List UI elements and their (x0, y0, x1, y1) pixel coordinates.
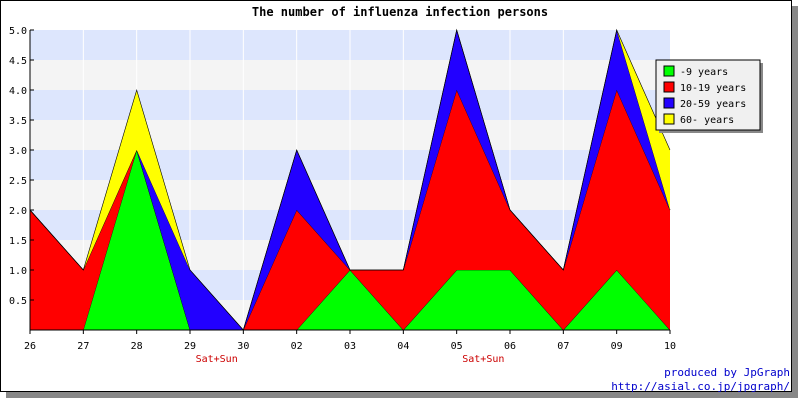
y-tick-label: 0.5 (9, 296, 27, 307)
legend-swatch (663, 65, 675, 77)
credit-line-2: http://asial.co.jp/jpgraph/ (611, 380, 790, 393)
y-tick-label: 3.0 (9, 146, 27, 157)
x-category-note: Sat+Sun (462, 354, 504, 365)
y-tick-label: 5.0 (9, 26, 27, 37)
x-tick-label: 10 (664, 341, 676, 352)
x-tick-label: 27 (77, 341, 89, 352)
x-tick-label: 02 (291, 341, 303, 352)
x-tick-label: 26 (24, 341, 36, 352)
legend: -9 years 10-19 years 20-59 years 60- years (655, 59, 763, 133)
credit-line-1: produced by JpGraph (664, 366, 790, 379)
y-tick-labels: 0.5 1.0 1.5 2.0 2.5 3.0 3.5 4.0 4.5 5.0 (9, 26, 34, 307)
stacked-areas (29, 28, 671, 331)
legend-swatch (663, 81, 675, 93)
legend-label: 60- years (680, 115, 734, 126)
legend-swatch (663, 113, 675, 125)
area-outline-3 (29, 28, 671, 331)
y-tick-label: 1.0 (9, 266, 27, 277)
x-category-note: Sat+Sun (196, 354, 238, 365)
y-tick-label: 4.0 (9, 86, 27, 97)
y-tick-label: 2.5 (9, 176, 27, 187)
area-series-3 (30, 30, 670, 330)
x-tick-label: 04 (397, 341, 409, 352)
y-tick-label: 3.5 (9, 116, 27, 127)
y-tick-label: 2.0 (9, 206, 27, 217)
y-tick-label: 1.5 (9, 236, 27, 247)
frame-shadow-bottom (6, 392, 798, 398)
legend-swatch (663, 97, 675, 109)
chart-title: The number of influenza infection person… (252, 5, 548, 19)
x-tick-label: 03 (344, 341, 356, 352)
x-tick-label: 07 (557, 341, 569, 352)
x-tick-label: 09 (611, 341, 623, 352)
legend-label: -9 years (680, 67, 728, 78)
x-tick-label: 06 (504, 341, 516, 352)
y-tick-label: 4.5 (9, 56, 27, 67)
x-tick-label: 30 (237, 341, 249, 352)
x-tick-label: 29 (184, 341, 196, 352)
x-tick-label: 05 (451, 341, 463, 352)
area-series-1 (30, 90, 670, 330)
x-tick-label: 28 (131, 341, 143, 352)
legend-label: 10-19 years (680, 83, 746, 94)
frame-shadow-right (792, 6, 798, 398)
legend-label: 20-59 years (680, 99, 746, 110)
area-series-0 (30, 150, 670, 330)
